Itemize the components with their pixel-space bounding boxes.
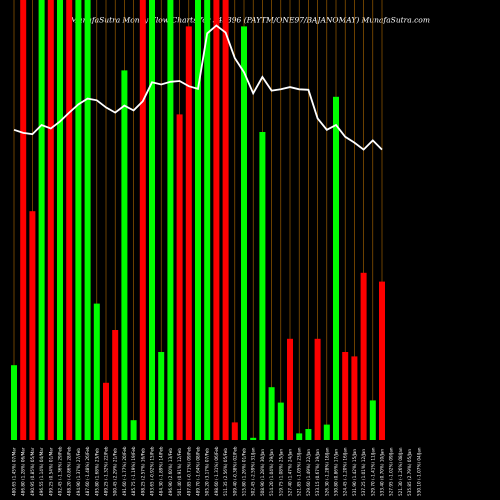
bar [213,0,220,440]
x-tick-label: 498.25 (2.57%) 16/Feb [140,448,145,496]
x-tick-labels: 480.65 (1.45%) 07/Mar 486.80 (1.28%) 06/M… [12,446,422,496]
x-tick-label: 488.20 (-0.86%) 28/Feb [67,446,72,496]
x-tick-label: 511.35 (2.56%) 05/Feb [223,448,228,496]
x-tick-label: 514.20 (1.04%) 29/Jan [269,449,274,496]
x-tick-label: 537.25 (1.01%) 12/Jan [361,449,366,496]
x-tick-label: 521.30 (-1.26%) 08/Jan [398,447,403,496]
x-tick-label: 529.70 (-1.41%) 11/Jan [370,447,375,496]
x-tick-label: 498.60 (-1.31%) 06/Feb [214,446,219,496]
chart-title: MunafaSutra Money Flow Charts for 543396… [69,16,430,25]
bar [167,0,174,440]
bar [222,0,229,440]
money-flow-line [13,24,383,151]
x-tick-label: 499.25 (0.54%) 01/Mar [48,447,53,496]
x-tick-label: 496.55 (1.14%) 04/Mar [39,447,44,496]
bar [259,132,266,440]
bar [333,96,339,441]
bar [360,272,367,440]
x-tick-label: 490.95 (0.85%) 05/Mar [30,447,35,496]
x-tick-label: 527.95 (-1.02%) 09/Jan [389,447,394,496]
bar [57,0,63,440]
bar [351,356,358,440]
bar [103,382,109,440]
x-tick-label: 521.85 (-1.05%) 23/Jan [297,447,302,496]
x-tick-label: 515.80 (1.26%) 01/Feb [242,448,247,496]
bar [47,0,54,440]
bar [29,211,36,440]
x-tick-label: 494.90 (1.37%) 27/Feb [76,448,81,496]
bar [342,352,349,440]
x-tick-label: 496.90 (2.60%) 13/Feb [168,448,173,496]
x-tick-label: 489.25 (-1.32%) 22/Feb [104,446,109,496]
bar [121,70,128,441]
x-tick-label: 485.75 (-1.19%) 19/Feb [131,446,136,496]
x-tick-label: 491.60 (-1.77%) 20/Feb [122,446,127,496]
bar [176,114,183,441]
x-tick-label: 530.10 (-1.07%) 04/Jan [416,447,421,496]
bar [287,338,293,440]
x-tick-label: 509.40 (-0.38%) 02/Feb [232,446,237,496]
bars [11,0,385,441]
bar [93,303,100,440]
x-tick-label: 497.85 (-0.71%) 09/Feb [186,446,191,496]
bar [11,365,17,440]
x-tick-label: 502.45 (-2.59%) 31/Jan [251,447,256,496]
x-tick-label: 524.45 (-1.20%) 16/Jan [343,447,348,496]
bar [323,424,330,440]
bar [241,26,247,441]
bar [149,0,155,440]
x-tick-label: 489.70 (-1.64%) 08/Feb [196,446,201,496]
bar [84,0,91,440]
bar [112,330,119,440]
bar [250,437,257,440]
x-tick-label: 505.20 (3.17%) 07/Feb [205,448,210,496]
x-tick-label: 508.90 (1.28%) 30/Jan [260,449,265,496]
x-tick-label: 527.40 (1.47%) 24/Jan [288,449,293,496]
bar [38,0,45,440]
x-tick-label: 492.45 (-1.36%) 29/Feb [58,446,63,496]
x-tick-label: 495.80 (1.68%) 23/Feb [94,448,99,496]
x-tick-label: 486.80 (1.28%) 06/Mar [21,447,26,496]
x-tick-label: 519.75 (1.08%) 25/Jan [278,449,283,496]
bar [268,387,275,440]
bar [185,26,192,441]
bar [369,400,376,440]
x-tick-label: 501.40 (0.91%) 12/Feb [177,448,182,496]
bar [139,0,146,440]
x-tick-label: 530.80 (0.86%) 17/Jan [334,449,339,496]
bar [75,0,82,440]
bar [277,402,284,440]
x-tick-label: 487.60 (-1.48%) 26/Feb [85,446,90,496]
bar [204,0,211,440]
x-tick-label: 529.60 (1.49%) 22/Jan [306,449,311,496]
x-tick-label: 526.30 (-1.28%) 18/Jan [324,447,329,496]
x-tick-label: 484.30 (-1.89%) 14/Feb [159,446,164,496]
x-tick-label: 500.45 (2.29%) 21/Feb [113,448,118,496]
bar [231,422,238,440]
x-tick-label: 493.65 (-0.92%) 15/Feb [150,446,155,496]
x-tick-label: 531.90 (1.42%) 15/Jan [352,449,357,496]
x-tick-label: 533.40 (0.70%) 10/Jan [380,449,385,496]
bar [20,0,27,440]
bar [66,0,73,440]
bar [379,281,385,440]
x-tick-label: 533.15 (0.67%) 19/Jan [315,449,320,496]
bar [314,338,321,440]
x-tick-label: 535.85 (2.79%) 05/Jan [407,449,412,496]
bar [195,0,201,440]
bar [130,420,137,440]
bar [305,429,312,440]
bar [158,352,165,440]
x-tick-label: 480.65 (1.45%) 07/Mar [12,447,17,496]
bar [296,433,303,440]
